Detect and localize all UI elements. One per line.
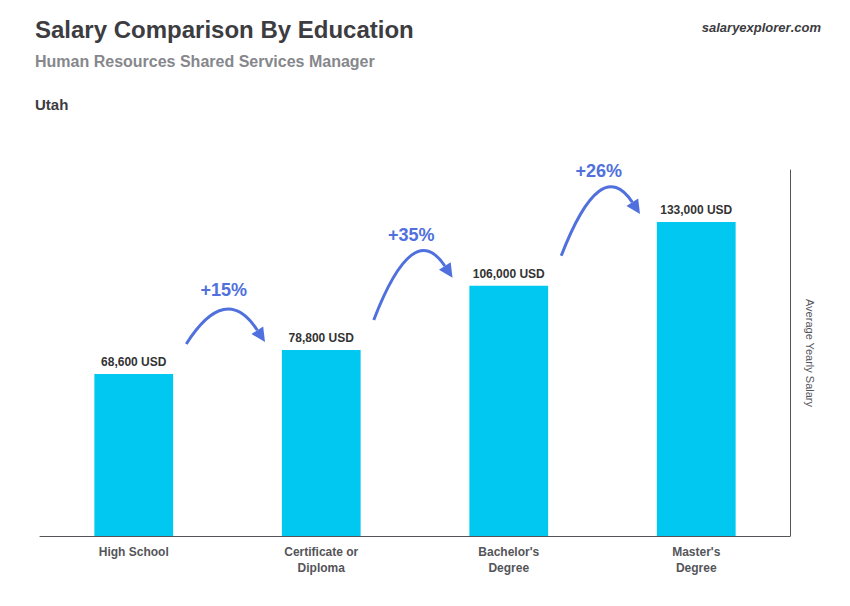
svg-text:78,800 USD: 78,800 USD xyxy=(289,331,355,345)
svg-text:+15%: +15% xyxy=(200,280,247,300)
svg-text:Utah: Utah xyxy=(35,96,68,113)
svg-text:+35%: +35% xyxy=(388,225,435,245)
svg-text:Human Resources Shared Service: Human Resources Shared Services Manager xyxy=(35,53,375,70)
svg-text:Degree: Degree xyxy=(676,561,717,575)
svg-text:133,000 USD: 133,000 USD xyxy=(660,203,732,217)
svg-text:Certificate or: Certificate or xyxy=(284,545,358,559)
svg-text:Degree: Degree xyxy=(488,561,529,575)
svg-text:Salary Comparison By Education: Salary Comparison By Education xyxy=(35,16,414,43)
svg-text:salary: salary xyxy=(702,20,740,35)
svg-text:68,600 USD: 68,600 USD xyxy=(101,355,167,369)
svg-text:Diploma: Diploma xyxy=(298,561,346,575)
svg-text:+26%: +26% xyxy=(575,161,622,181)
svg-text:106,000 USD: 106,000 USD xyxy=(473,267,545,281)
svg-text:explorer: explorer xyxy=(739,20,791,35)
svg-text:High School: High School xyxy=(99,545,169,559)
svg-text:Bachelor's: Bachelor's xyxy=(478,545,539,559)
svg-text:Master's: Master's xyxy=(672,545,721,559)
svg-text:Average Yearly Salary: Average Yearly Salary xyxy=(804,299,816,408)
svg-text:.com: .com xyxy=(791,20,822,35)
